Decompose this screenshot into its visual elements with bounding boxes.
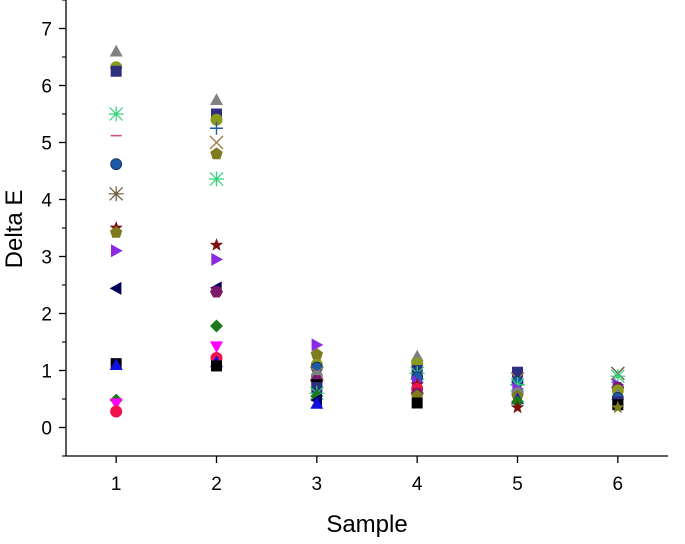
y-axis-ticks: 0 1 2 3 4 5 6 7 — [41, 0, 66, 457]
y-tick-label: 2 — [41, 305, 52, 326]
data-point — [111, 244, 123, 258]
y-tick-label: 7 — [41, 20, 52, 41]
data-point — [110, 158, 123, 171]
data-point — [210, 121, 223, 135]
x-axis-ticks: 1 2 3 4 5 6 — [111, 456, 623, 495]
data-point — [510, 377, 525, 393]
data-point — [210, 319, 223, 333]
data-point — [210, 93, 223, 105]
x-tick-label: 5 — [512, 474, 523, 495]
data-point — [410, 349, 424, 362]
data-point — [310, 348, 323, 360]
y-tick-label: 0 — [41, 419, 52, 440]
data-point — [310, 397, 324, 409]
data-point — [411, 397, 423, 409]
y-tick-label: 4 — [41, 191, 52, 212]
data-point — [209, 135, 224, 150]
data-point — [109, 44, 123, 57]
data-point — [610, 368, 626, 384]
x-tick-label: 2 — [211, 474, 222, 495]
y-axis-title: Delta E — [1, 190, 28, 269]
data-point — [110, 405, 123, 418]
y-tick-label: 6 — [41, 77, 52, 98]
data-point — [109, 281, 122, 295]
plot-frame — [65, 0, 668, 457]
data-point — [210, 147, 223, 160]
data-point — [110, 65, 122, 77]
data-points — [108, 44, 626, 418]
data-point — [110, 226, 123, 238]
data-point — [210, 341, 223, 354]
y-tick-label: 1 — [41, 362, 52, 383]
data-point — [108, 186, 124, 202]
y-tick-label: 5 — [41, 134, 52, 155]
data-point — [510, 400, 525, 414]
data-point — [512, 366, 523, 378]
data-point — [210, 113, 223, 126]
data-point — [108, 106, 124, 122]
data-point — [209, 171, 224, 187]
x-tick-label: 4 — [412, 474, 423, 495]
data-point — [611, 400, 625, 414]
x-tick-label: 3 — [312, 474, 323, 495]
data-point — [109, 398, 123, 411]
y-tick-label: 3 — [41, 248, 52, 269]
data-point — [311, 338, 324, 352]
data-point — [211, 360, 222, 372]
data-point — [210, 286, 223, 298]
x-axis-title: Sample — [326, 511, 407, 538]
x-tick-label: 6 — [613, 474, 624, 495]
data-point — [109, 358, 123, 370]
data-point — [209, 238, 224, 251]
data-point — [211, 252, 223, 266]
x-tick-label: 1 — [111, 474, 122, 495]
